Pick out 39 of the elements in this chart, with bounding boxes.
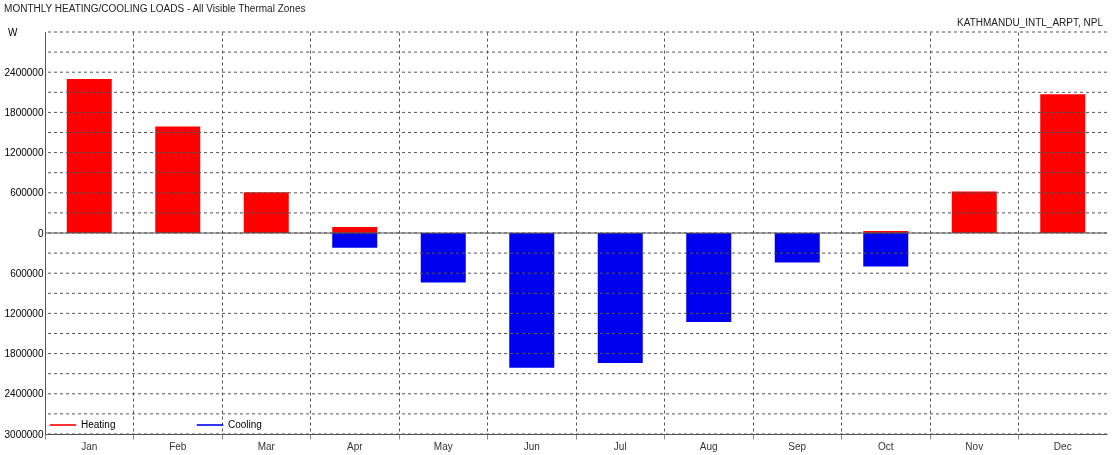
x-tick-label: Feb <box>169 440 187 452</box>
y-axis-title: W <box>8 26 19 38</box>
y-tick-label: 1200000 <box>4 147 44 159</box>
bar <box>332 233 378 248</box>
chart-title: MONTHLY HEATING/COOLING LOADS - All Visible Thermal Zones <box>4 3 306 14</box>
bar <box>66 78 112 233</box>
legend-label: Cooling <box>228 419 262 430</box>
y-tick-label: 1800000 <box>4 106 44 118</box>
bar <box>597 233 643 363</box>
x-tick-label: Jul <box>613 440 627 452</box>
chart-subtitle: KATHMANDU_INTL_ARPT, NPL <box>957 17 1104 28</box>
x-tick-label: Nov <box>965 440 984 452</box>
y-tick-label: 3000000 <box>4 428 44 440</box>
y-tick-label: 600000 <box>10 267 44 279</box>
bar <box>951 191 997 233</box>
x-tick-label: Apr <box>346 440 364 452</box>
legend-label: Heating <box>81 419 116 430</box>
y-tick-label: 0 <box>37 227 44 239</box>
x-tick-label: Aug <box>699 440 718 452</box>
bar <box>774 233 820 263</box>
x-tick-label: May <box>433 440 453 452</box>
x-tick-label: Oct <box>877 440 894 452</box>
bar <box>420 233 466 283</box>
x-tick-label: Jan <box>81 440 98 452</box>
y-tick-label: 2400000 <box>4 66 44 78</box>
y-tick-label: 1200000 <box>4 307 44 319</box>
x-tick-label: Jun <box>523 440 540 452</box>
bar <box>509 233 555 368</box>
x-tick-label: Mar <box>257 440 276 452</box>
x-tick-label: Dec <box>1053 440 1072 452</box>
y-tick-label: 1800000 <box>4 348 44 360</box>
bar <box>686 233 732 323</box>
bar <box>1040 94 1086 233</box>
bar <box>243 192 289 233</box>
bar <box>863 233 909 267</box>
bar <box>155 126 201 233</box>
y-tick-label: 600000 <box>10 187 44 199</box>
x-tick-label: Sep <box>788 440 807 452</box>
y-tick-label: 2400000 <box>4 388 44 400</box>
